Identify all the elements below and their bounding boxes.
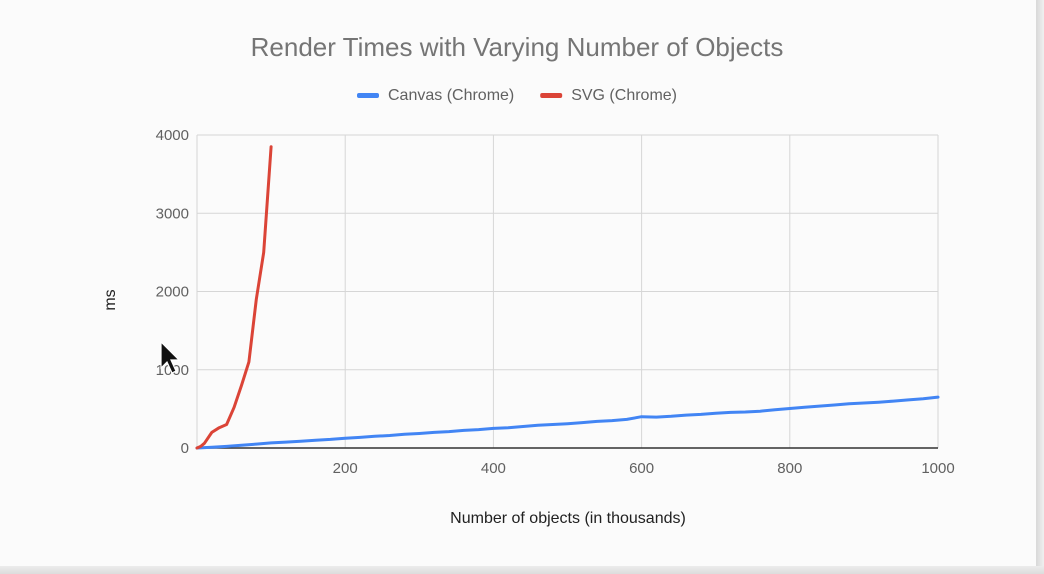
y-tick-label: 0 xyxy=(181,440,189,457)
x-axis-ticks: 200 400 600 800 1000 xyxy=(333,460,955,477)
y-tick-label: 2000 xyxy=(156,284,189,301)
y-axis-ticks: 01000200030004000 xyxy=(156,127,189,457)
legend-item: SVG (Chrome) xyxy=(540,87,677,104)
x-tick-label: 1000 xyxy=(921,460,954,477)
legend-swatch xyxy=(357,93,379,98)
mouse-pointer-icon xyxy=(160,340,181,374)
legend-label: Canvas (Chrome) xyxy=(388,87,514,104)
x-tick-label: 800 xyxy=(777,460,802,477)
chart-title: Render Times with Varying Number of Obje… xyxy=(251,32,784,62)
legend: Canvas (Chrome) SVG (Chrome) xyxy=(357,87,677,104)
frame-edge-right xyxy=(1036,0,1044,574)
legend-item: Canvas (Chrome) xyxy=(357,87,514,104)
x-axis-title: Number of objects (in thousands) xyxy=(450,510,686,527)
y-axis-title: ms xyxy=(102,289,119,310)
series-line-canvas-chrome xyxy=(195,395,940,450)
x-tick-label: 200 xyxy=(333,460,358,477)
series-line-svg-chrome xyxy=(195,145,273,450)
legend-label: SVG (Chrome) xyxy=(571,87,677,104)
grid xyxy=(196,134,939,449)
y-tick-label: 3000 xyxy=(156,205,189,222)
y-tick-label: 4000 xyxy=(156,127,189,144)
frame-edge-bottom xyxy=(0,566,1044,574)
legend-swatch xyxy=(540,93,563,98)
x-tick-label: 600 xyxy=(629,460,654,477)
x-tick-label: 400 xyxy=(481,460,506,477)
series-lines xyxy=(195,145,940,450)
